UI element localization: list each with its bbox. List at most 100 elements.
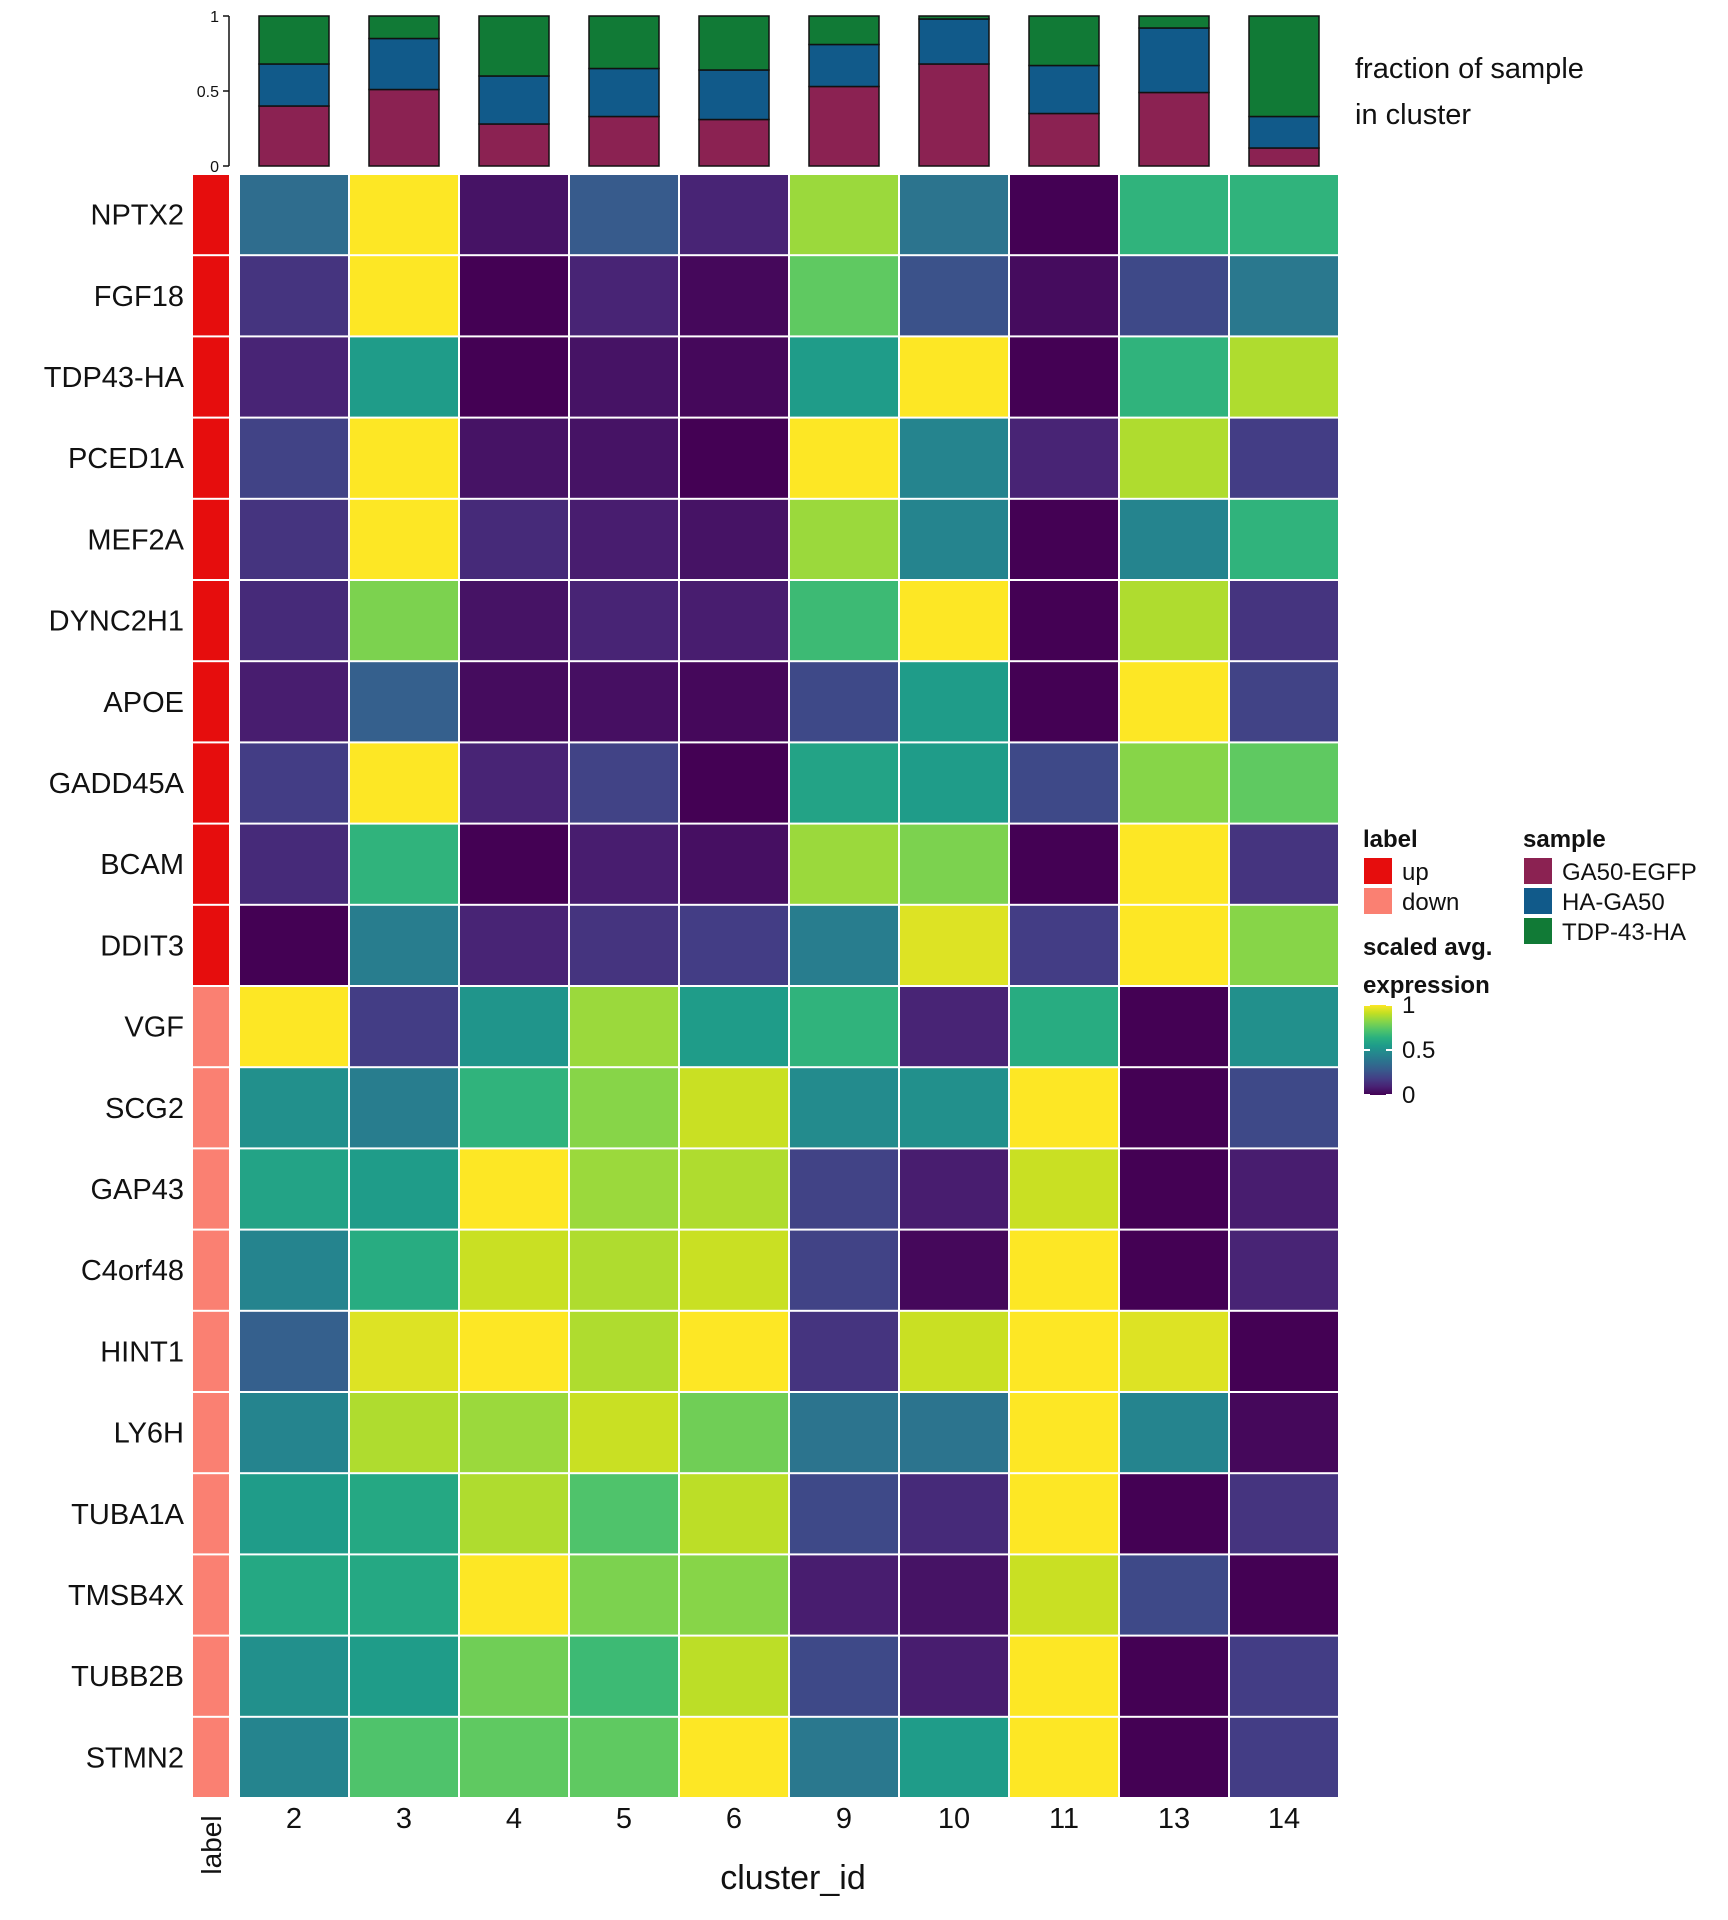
heatmap-cell	[350, 1068, 458, 1148]
heatmap-cell	[900, 1393, 1008, 1473]
heatmap-cell	[1230, 824, 1338, 904]
gene-label: TUBB2B	[71, 1661, 184, 1693]
heatmap-cell	[240, 1474, 348, 1554]
top-bar-segment	[588, 67, 660, 118]
heatmap-cell	[900, 1230, 1008, 1310]
heatmap-cell	[570, 175, 678, 255]
heatmap-cell	[350, 1149, 458, 1229]
legend-label-items: up down	[1364, 858, 1459, 916]
heatmap-cell	[1120, 1230, 1228, 1310]
gene-label: DDIT3	[100, 930, 184, 962]
heatmap-cell	[1120, 1717, 1228, 1797]
heatmap-cell	[1010, 1311, 1118, 1391]
heatmap-cell	[240, 1717, 348, 1797]
heatmap-cell	[240, 581, 348, 661]
gene-label: PCED1A	[68, 443, 185, 475]
top-bar-segment	[258, 63, 330, 107]
heatmap-cell	[790, 1068, 898, 1148]
heatmap-cell	[1230, 418, 1338, 498]
heatmap-cell	[1230, 1717, 1338, 1797]
legend-label-swatch	[1364, 858, 1392, 884]
heatmap-cell	[1120, 1149, 1228, 1229]
heatmap-cell	[900, 1555, 1008, 1635]
heatmap-cell	[350, 1636, 458, 1716]
cluster-label: 6	[726, 1803, 742, 1835]
heatmap-cell	[1010, 1149, 1118, 1229]
heatmap-cell	[680, 1068, 788, 1148]
label-strip-cell	[193, 499, 229, 579]
heatmap-cell	[680, 1149, 788, 1229]
heatmap-cell	[680, 1717, 788, 1797]
heatmap-cell	[350, 1717, 458, 1797]
top-bar-segment	[478, 15, 550, 77]
label-strip-cell	[193, 987, 229, 1067]
x-axis-title: cluster_id	[720, 1859, 866, 1897]
heatmap-cell	[1230, 905, 1338, 985]
top-bar-segment	[1028, 15, 1100, 67]
heatmap-cell	[680, 905, 788, 985]
heatmap-cell	[1230, 1149, 1338, 1229]
heatmap-cell	[900, 824, 1008, 904]
heatmap-cell	[1120, 581, 1228, 661]
heatmap-cell	[790, 1311, 898, 1391]
heatmap-cell	[900, 1068, 1008, 1148]
colorbar-ticks: 00.51	[1364, 992, 1435, 1109]
heatmap-cell	[1010, 175, 1118, 255]
heatmap-cell	[460, 581, 568, 661]
heatmap-cell	[460, 1393, 568, 1473]
label-strip-cell	[193, 1311, 229, 1391]
gene-label: TDP43-HA	[44, 362, 185, 394]
heatmap-cell	[460, 905, 568, 985]
heatmap-cell	[460, 1474, 568, 1554]
top-bar-segment	[478, 123, 550, 167]
heatmap-cell	[1010, 256, 1118, 336]
heatmap-cell	[680, 1636, 788, 1716]
heatmap-cell	[570, 743, 678, 823]
heatmap-cell	[350, 499, 458, 579]
heatmap-cell	[240, 1149, 348, 1229]
label-strip-cell	[193, 662, 229, 742]
heatmap-cell	[240, 1230, 348, 1310]
heatmap-cell	[790, 662, 898, 742]
gene-label: SCG2	[105, 1093, 184, 1125]
heatmap-cell	[1230, 1555, 1338, 1635]
heatmap-cell	[350, 824, 458, 904]
top-bar-chart	[258, 15, 1320, 167]
heatmap-cell	[790, 824, 898, 904]
cluster-label: 10	[938, 1803, 970, 1835]
heatmap-cell	[460, 1311, 568, 1391]
cluster-label: 3	[396, 1803, 412, 1835]
heatmap-cell	[900, 581, 1008, 661]
heatmap-cell	[680, 743, 788, 823]
heatmap-cell	[570, 987, 678, 1067]
heatmap-cell	[570, 905, 678, 985]
heatmap-cell	[350, 905, 458, 985]
heatmap-cell	[350, 987, 458, 1067]
gene-label-axis: NPTX2 FGF18 TDP43-HA PCED1A MEF2A DYNC2H1 APOE…	[44, 200, 185, 1775]
heatmap-cell	[1120, 1393, 1228, 1473]
heatmap-cell	[240, 1636, 348, 1716]
label-strip-cell	[193, 1149, 229, 1229]
heatmap-cell	[460, 743, 568, 823]
heatmap-cell	[1120, 499, 1228, 579]
heatmap-cell	[570, 418, 678, 498]
heatmap-cell	[900, 499, 1008, 579]
gene-label: APOE	[103, 687, 184, 719]
top-bar-segment	[588, 15, 660, 70]
gene-label: TUBA1A	[71, 1499, 184, 1531]
gene-label: GAP43	[91, 1174, 185, 1206]
gene-label: NPTX2	[91, 200, 184, 232]
gene-label: BCAM	[100, 849, 184, 881]
heatmap-cell	[1230, 175, 1338, 255]
heatmap-cell	[240, 662, 348, 742]
top-bar-segment	[258, 105, 330, 167]
gene-label: HINT1	[100, 1336, 184, 1368]
top-axis-tick-label: 1	[210, 9, 219, 26]
heatmap-cell	[570, 256, 678, 336]
label-strip-cell	[193, 418, 229, 498]
top-bar-segment	[1248, 147, 1320, 167]
legend-sample-items: GA50-EGFP HA-GA50 TDP-43-HA	[1524, 858, 1697, 946]
heatmap-cell	[900, 1636, 1008, 1716]
heatmap-cell	[1010, 418, 1118, 498]
heatmap-cell	[680, 175, 788, 255]
